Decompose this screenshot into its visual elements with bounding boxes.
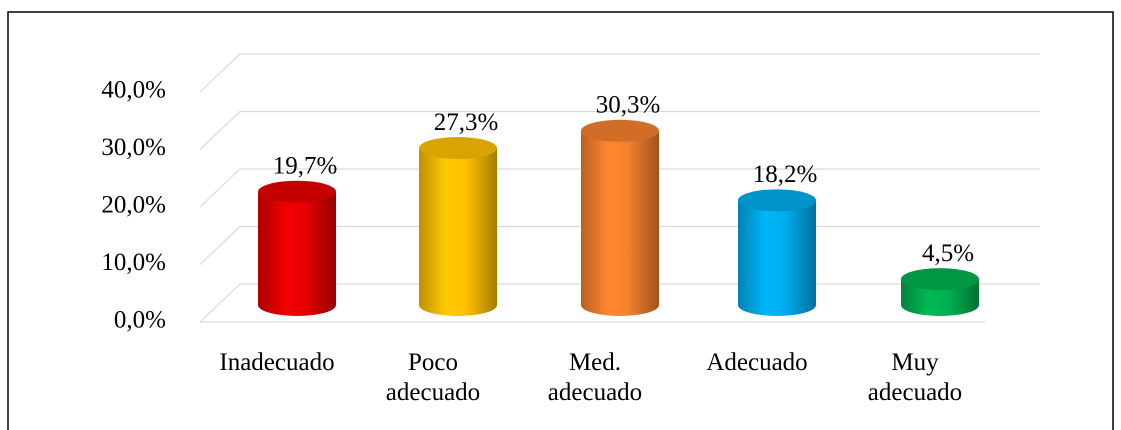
y-tick-label: 30,0%	[101, 134, 166, 161]
frame	[7, 11, 1114, 430]
bar-top	[419, 137, 497, 160]
bar-top	[738, 189, 816, 212]
value-label: 19,7%	[273, 152, 338, 179]
grid-line	[199, 110, 1040, 150]
bar	[258, 191, 336, 316]
grid-line	[199, 53, 1040, 93]
value-label: 18,2%	[753, 161, 818, 188]
bar-top	[258, 180, 336, 203]
x-tick-label: Inadecuado	[219, 349, 335, 376]
y-tick-label: 10,0%	[101, 249, 166, 276]
x-tick-label: Med. adecuado	[547, 349, 643, 406]
x-tick-label: Muy adecuado	[867, 349, 963, 406]
value-label: 4,5%	[922, 240, 974, 267]
grid-line	[199, 168, 1040, 208]
bar-top	[901, 268, 979, 291]
value-label: 30,3%	[596, 92, 661, 119]
bar-top	[581, 119, 659, 142]
bar	[419, 148, 497, 316]
x-tick-label: Poco adecuado	[385, 349, 481, 406]
value-label: 27,3%	[434, 109, 499, 136]
y-tick-label: 40,0%	[101, 77, 166, 104]
bar	[738, 200, 816, 316]
bar	[581, 130, 659, 316]
x-tick-label: Adecuado	[706, 349, 808, 376]
y-tick-label: 20,0%	[101, 192, 166, 219]
y-tick-label: 0,0%	[114, 307, 166, 334]
